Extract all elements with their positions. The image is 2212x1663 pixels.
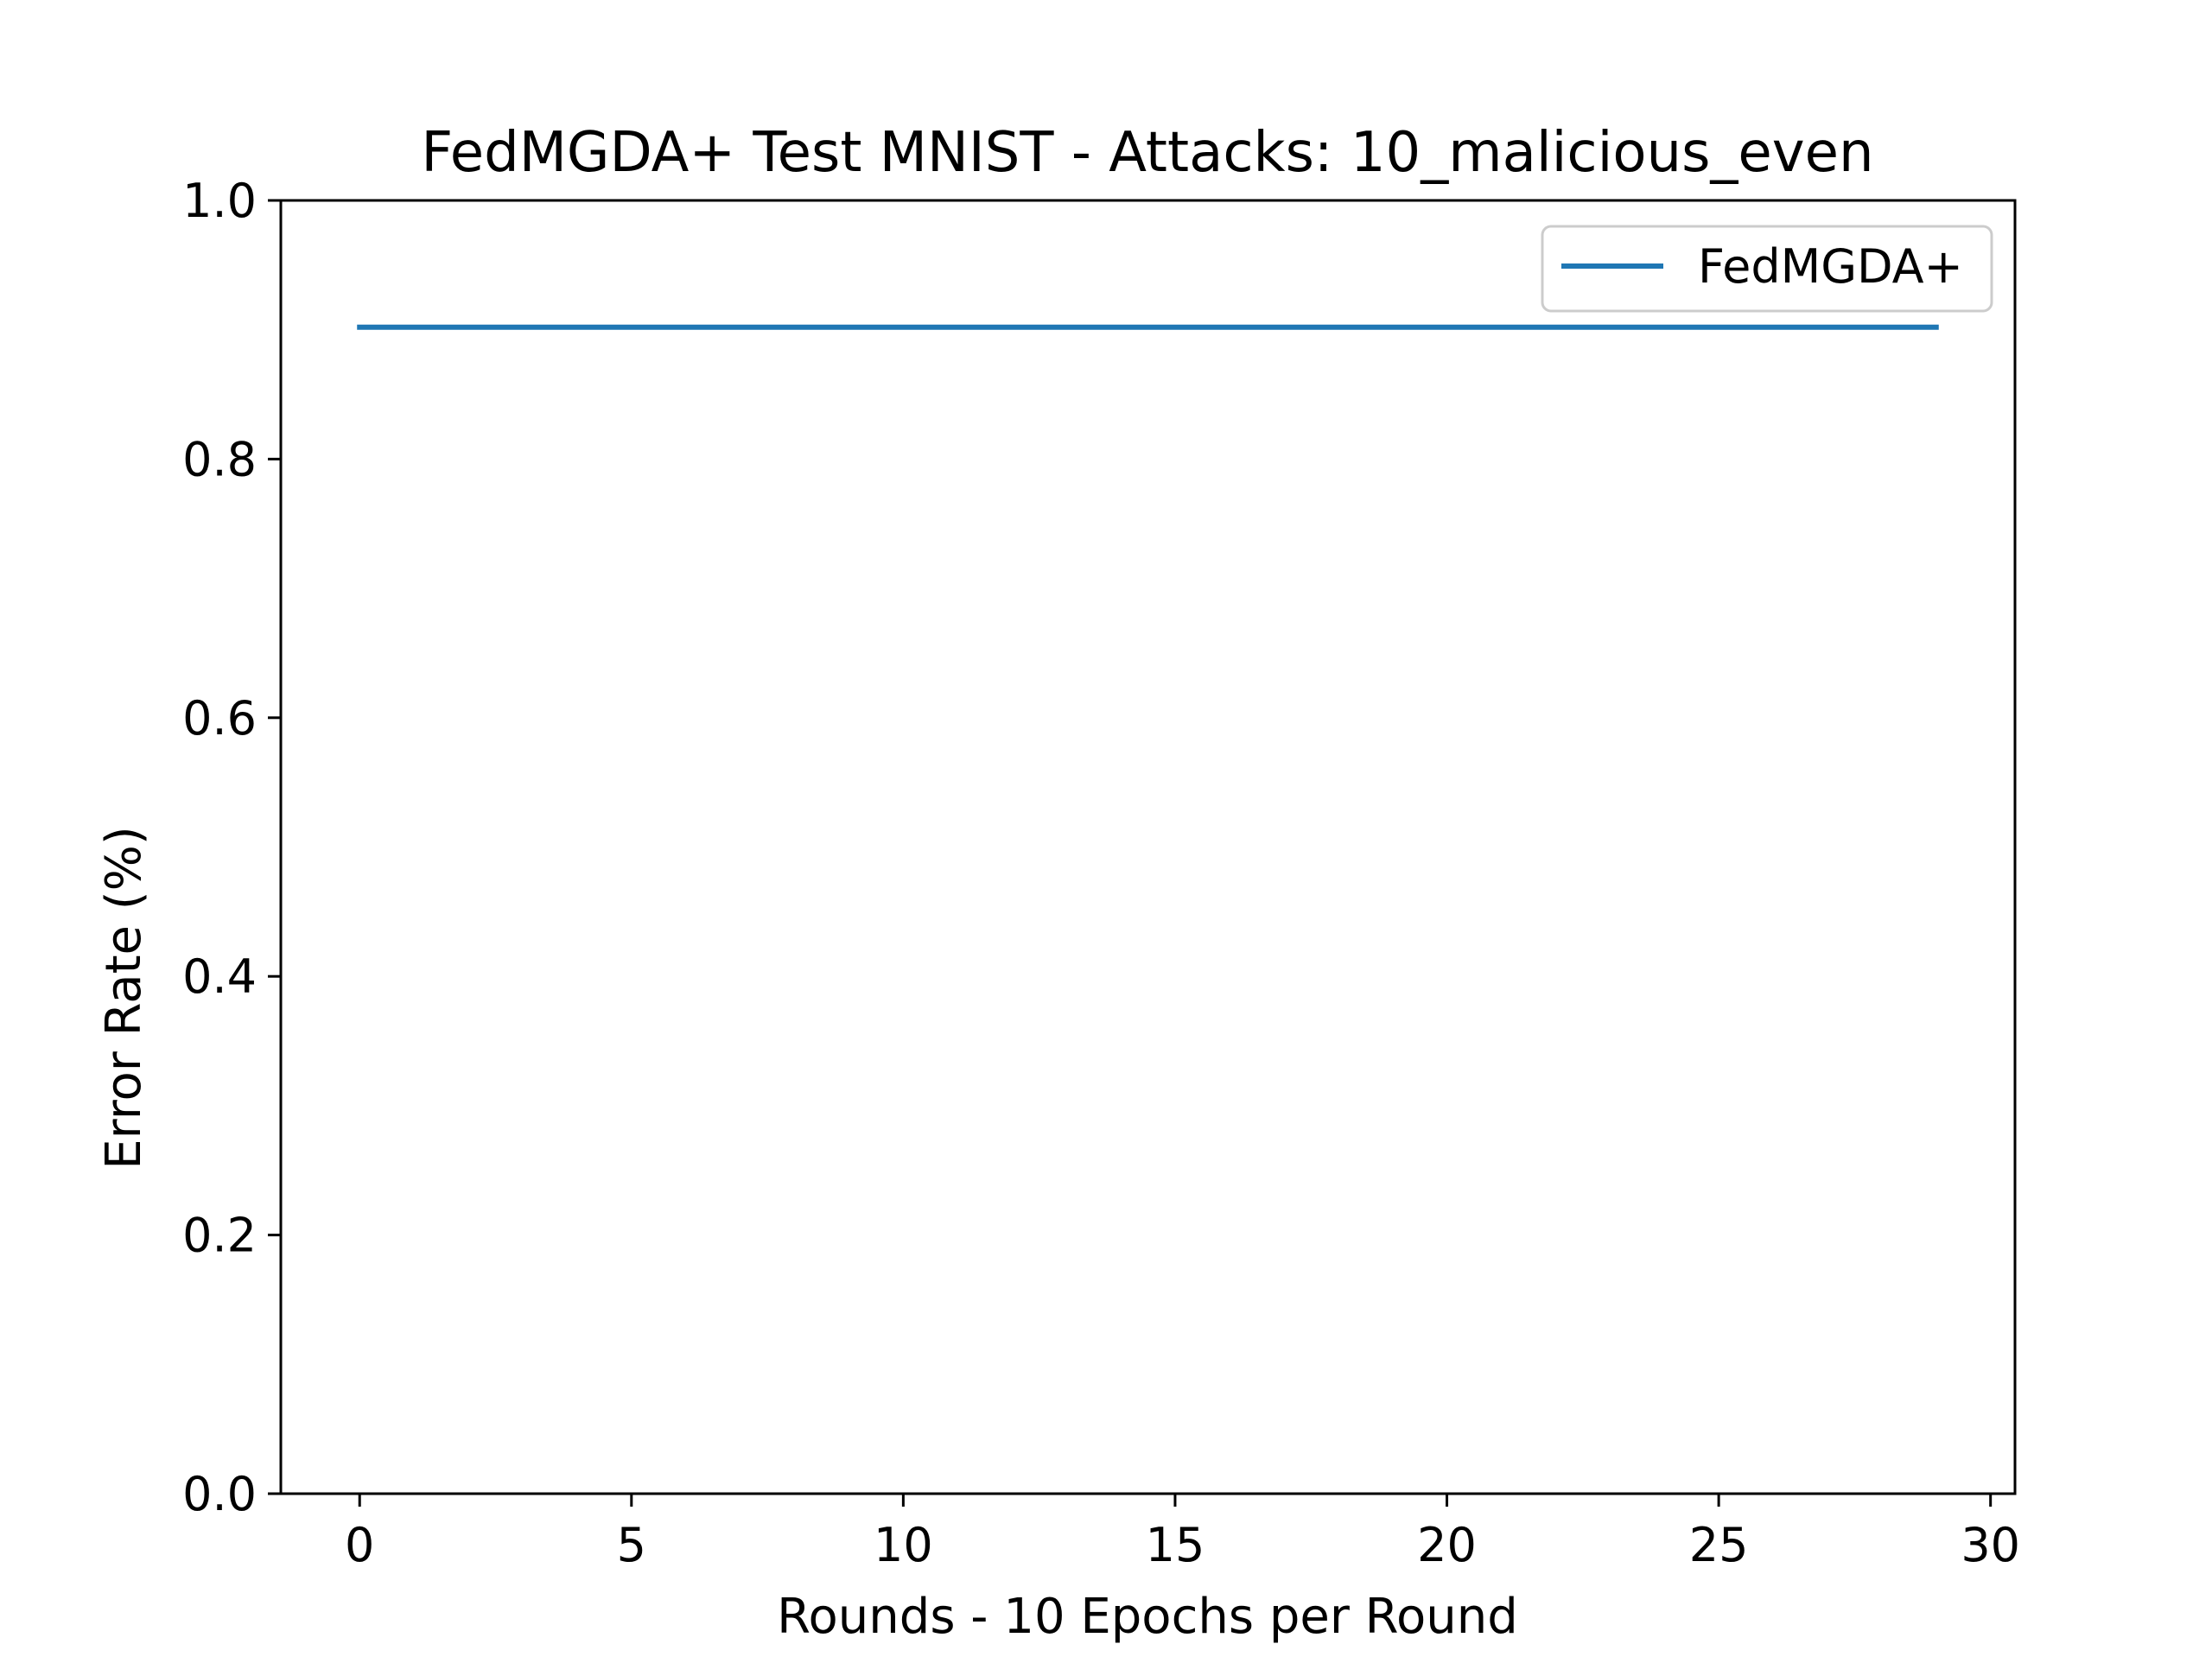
x-axis-label: Rounds - 10 Epochs per Round <box>777 1589 1518 1645</box>
y-tick-label: 0.8 <box>182 432 257 486</box>
x-tick-label: 20 <box>1417 1518 1477 1572</box>
plot-area: 0 5 10 15 20 25 30 0.0 0.2 0.4 0.6 0.8 1.0 FedMGDA+ <box>182 174 2020 1572</box>
legend-label-0: FedMGDA+ <box>1698 239 1963 294</box>
x-tick-label: 15 <box>1146 1518 1205 1572</box>
axes-frame <box>279 199 2017 1495</box>
y-axis-label: Error Rate (%) <box>96 826 152 1169</box>
chart-title: FedMGDA+ Test MNIST - Attacks: 10_malici… <box>421 121 1873 185</box>
x-tick-label: 5 <box>617 1518 646 1572</box>
x-tick-label: 25 <box>1689 1518 1749 1572</box>
y-tick-label: 1.0 <box>182 174 257 228</box>
y-tick-label: 0.0 <box>182 1467 257 1521</box>
x-tick-label: 30 <box>1961 1518 2020 1572</box>
legend-box <box>1541 225 1993 313</box>
x-tick-label: 10 <box>874 1518 933 1572</box>
y-tick-label: 0.4 <box>182 949 257 1004</box>
y-tick-label: 0.2 <box>182 1209 257 1263</box>
legend: FedMGDA+ <box>1541 225 1993 313</box>
y-tick-label: 0.6 <box>182 691 257 746</box>
x-tick-label: 0 <box>345 1518 374 1572</box>
